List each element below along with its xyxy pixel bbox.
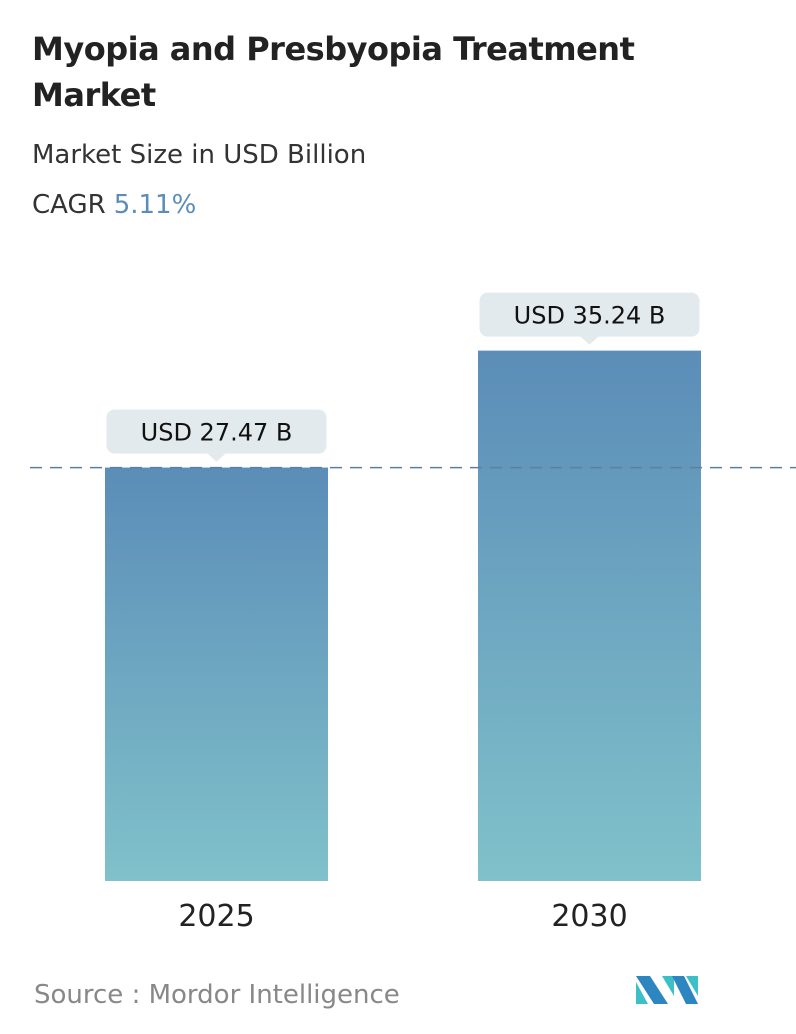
bar-2025 — [105, 467, 328, 881]
data-label-bg — [106, 409, 327, 454]
source: Source : Mordor Intelligence — [34, 980, 400, 1010]
data-label-pointer — [580, 336, 599, 345]
x-tick-label: 2025 — [178, 899, 254, 934]
mordor-logo-icon — [636, 976, 698, 1004]
cagr-value: 5.11% — [113, 190, 197, 220]
data-label-pointer — [207, 453, 226, 462]
chart-title: Myopia and Presbyopia Treatment Market — [32, 30, 635, 114]
bar-2030 — [478, 350, 701, 881]
bar-chart: USD 27.47 B 2025 USD 35.24 B 2030 — [30, 292, 796, 934]
chart-subtitle: Market Size in USD Billion — [32, 140, 367, 170]
cagr-label: CAGR — [32, 190, 106, 220]
cagr: CAGR 5.11% — [32, 190, 196, 220]
x-tick-label: 2030 — [551, 899, 627, 934]
data-label-bg — [479, 292, 700, 337]
data-label: USD 27.47 B — [141, 419, 293, 447]
data-label: USD 35.24 B — [514, 302, 666, 330]
